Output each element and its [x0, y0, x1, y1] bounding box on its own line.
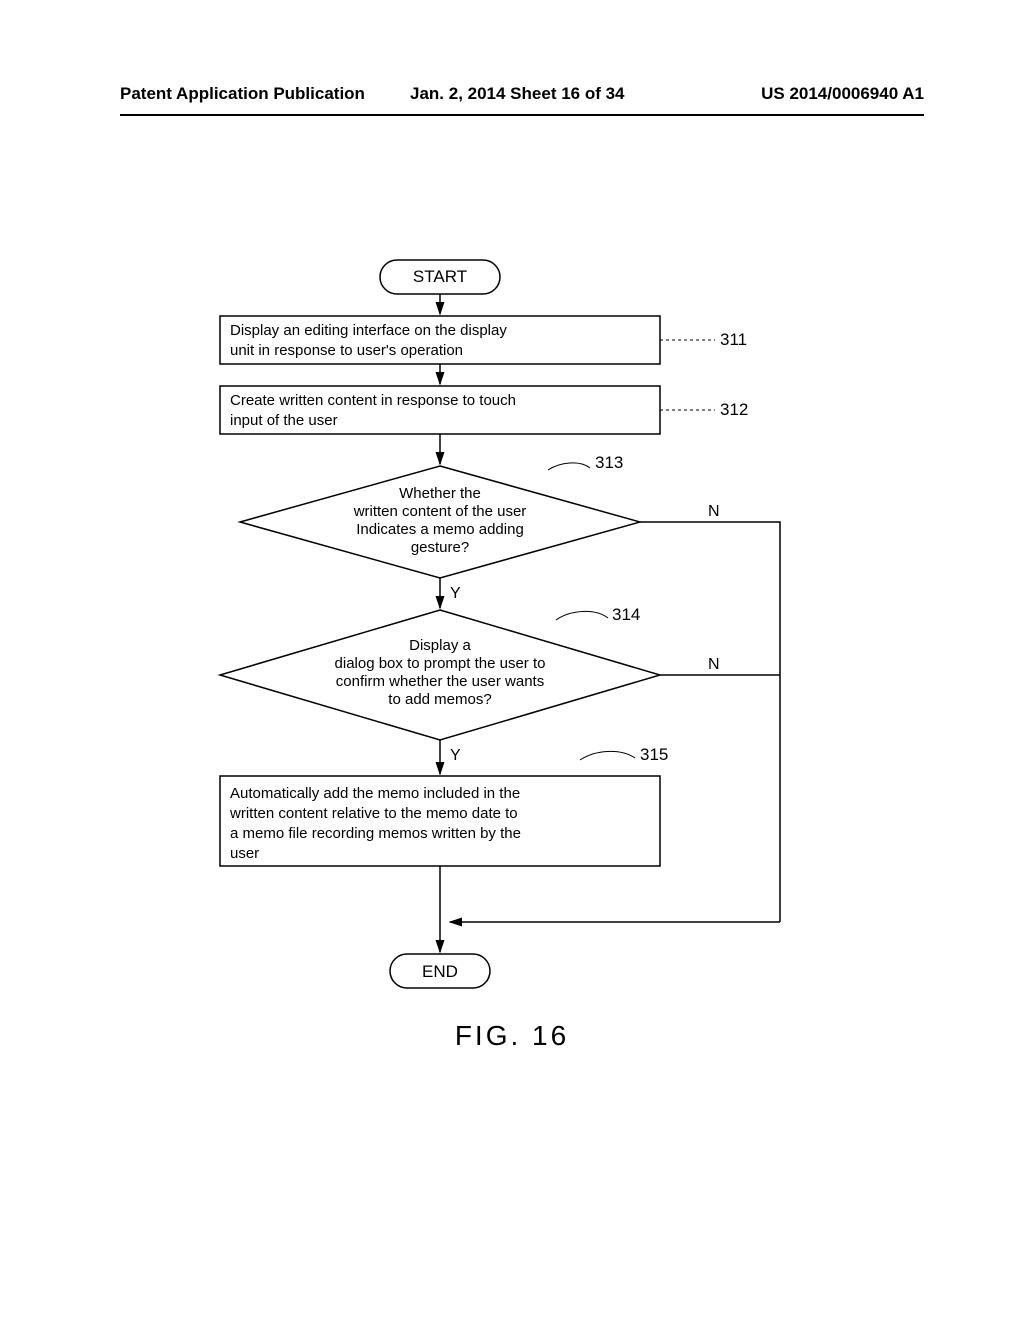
step311-line1: Display an editing interface on the disp…	[230, 322, 507, 339]
ref-314: 314	[612, 605, 640, 624]
node-312: Create written content in response to to…	[220, 386, 660, 434]
s315-l4: user	[230, 845, 259, 862]
end-label: END	[422, 962, 458, 981]
header-left: Patent Application Publication	[120, 84, 365, 104]
edge-313-N	[640, 522, 780, 922]
header-right: US 2014/0006940 A1	[761, 84, 924, 104]
node-311: Display an editing interface on the disp…	[220, 316, 660, 364]
d314-l1: Display a	[409, 637, 471, 654]
d313-l3: Indicates a memo adding	[356, 521, 524, 538]
ref-315: 315	[640, 745, 668, 764]
edge-313-Y-label: Y	[450, 585, 461, 602]
edge-314-N-label: N	[708, 656, 720, 673]
node-314: Display a dialog box to prompt the user …	[220, 610, 660, 740]
ref-312: 312	[720, 400, 748, 419]
node-end: END	[390, 954, 490, 988]
leader-315	[580, 751, 635, 760]
figure-label: FIG. 16	[0, 1020, 1024, 1052]
d314-l4: to add memos?	[388, 691, 491, 708]
header-center: Jan. 2, 2014 Sheet 16 of 34	[410, 84, 625, 104]
s315-l1: Automatically add the memo included in t…	[230, 785, 520, 802]
flowchart-svg: START Display an editing interface on th…	[100, 250, 920, 1010]
d314-l3: confirm whether the user wants	[336, 673, 544, 690]
s315-l3: a memo file recording memos written by t…	[230, 825, 521, 842]
edge-314-Y-label: Y	[450, 747, 461, 764]
d313-l1: Whether the	[399, 485, 481, 502]
step311-line2: unit in response to user's operation	[230, 342, 463, 359]
s315-l2: written content relative to the memo dat…	[229, 805, 518, 822]
node-315: Automatically add the memo included in t…	[220, 776, 660, 866]
node-313: Whether the written content of the user …	[240, 466, 640, 578]
d314-l2: dialog box to prompt the user to	[335, 655, 546, 672]
step312-line2: input of the user	[230, 412, 338, 429]
d313-l4: gesture?	[411, 539, 469, 556]
leader-314	[556, 611, 608, 620]
ref-313: 313	[595, 453, 623, 472]
ref-311: 311	[720, 330, 747, 349]
node-start: START	[380, 260, 500, 294]
step312-line1: Create written content in response to to…	[230, 392, 516, 409]
patent-page: Patent Application Publication Jan. 2, 2…	[0, 0, 1024, 1320]
leader-313	[548, 463, 590, 470]
page-header: Patent Application Publication Jan. 2, 2…	[120, 84, 924, 116]
edge-313-N-label: N	[708, 503, 720, 520]
start-label: START	[413, 267, 467, 286]
d313-l2: written content of the user	[353, 503, 527, 520]
